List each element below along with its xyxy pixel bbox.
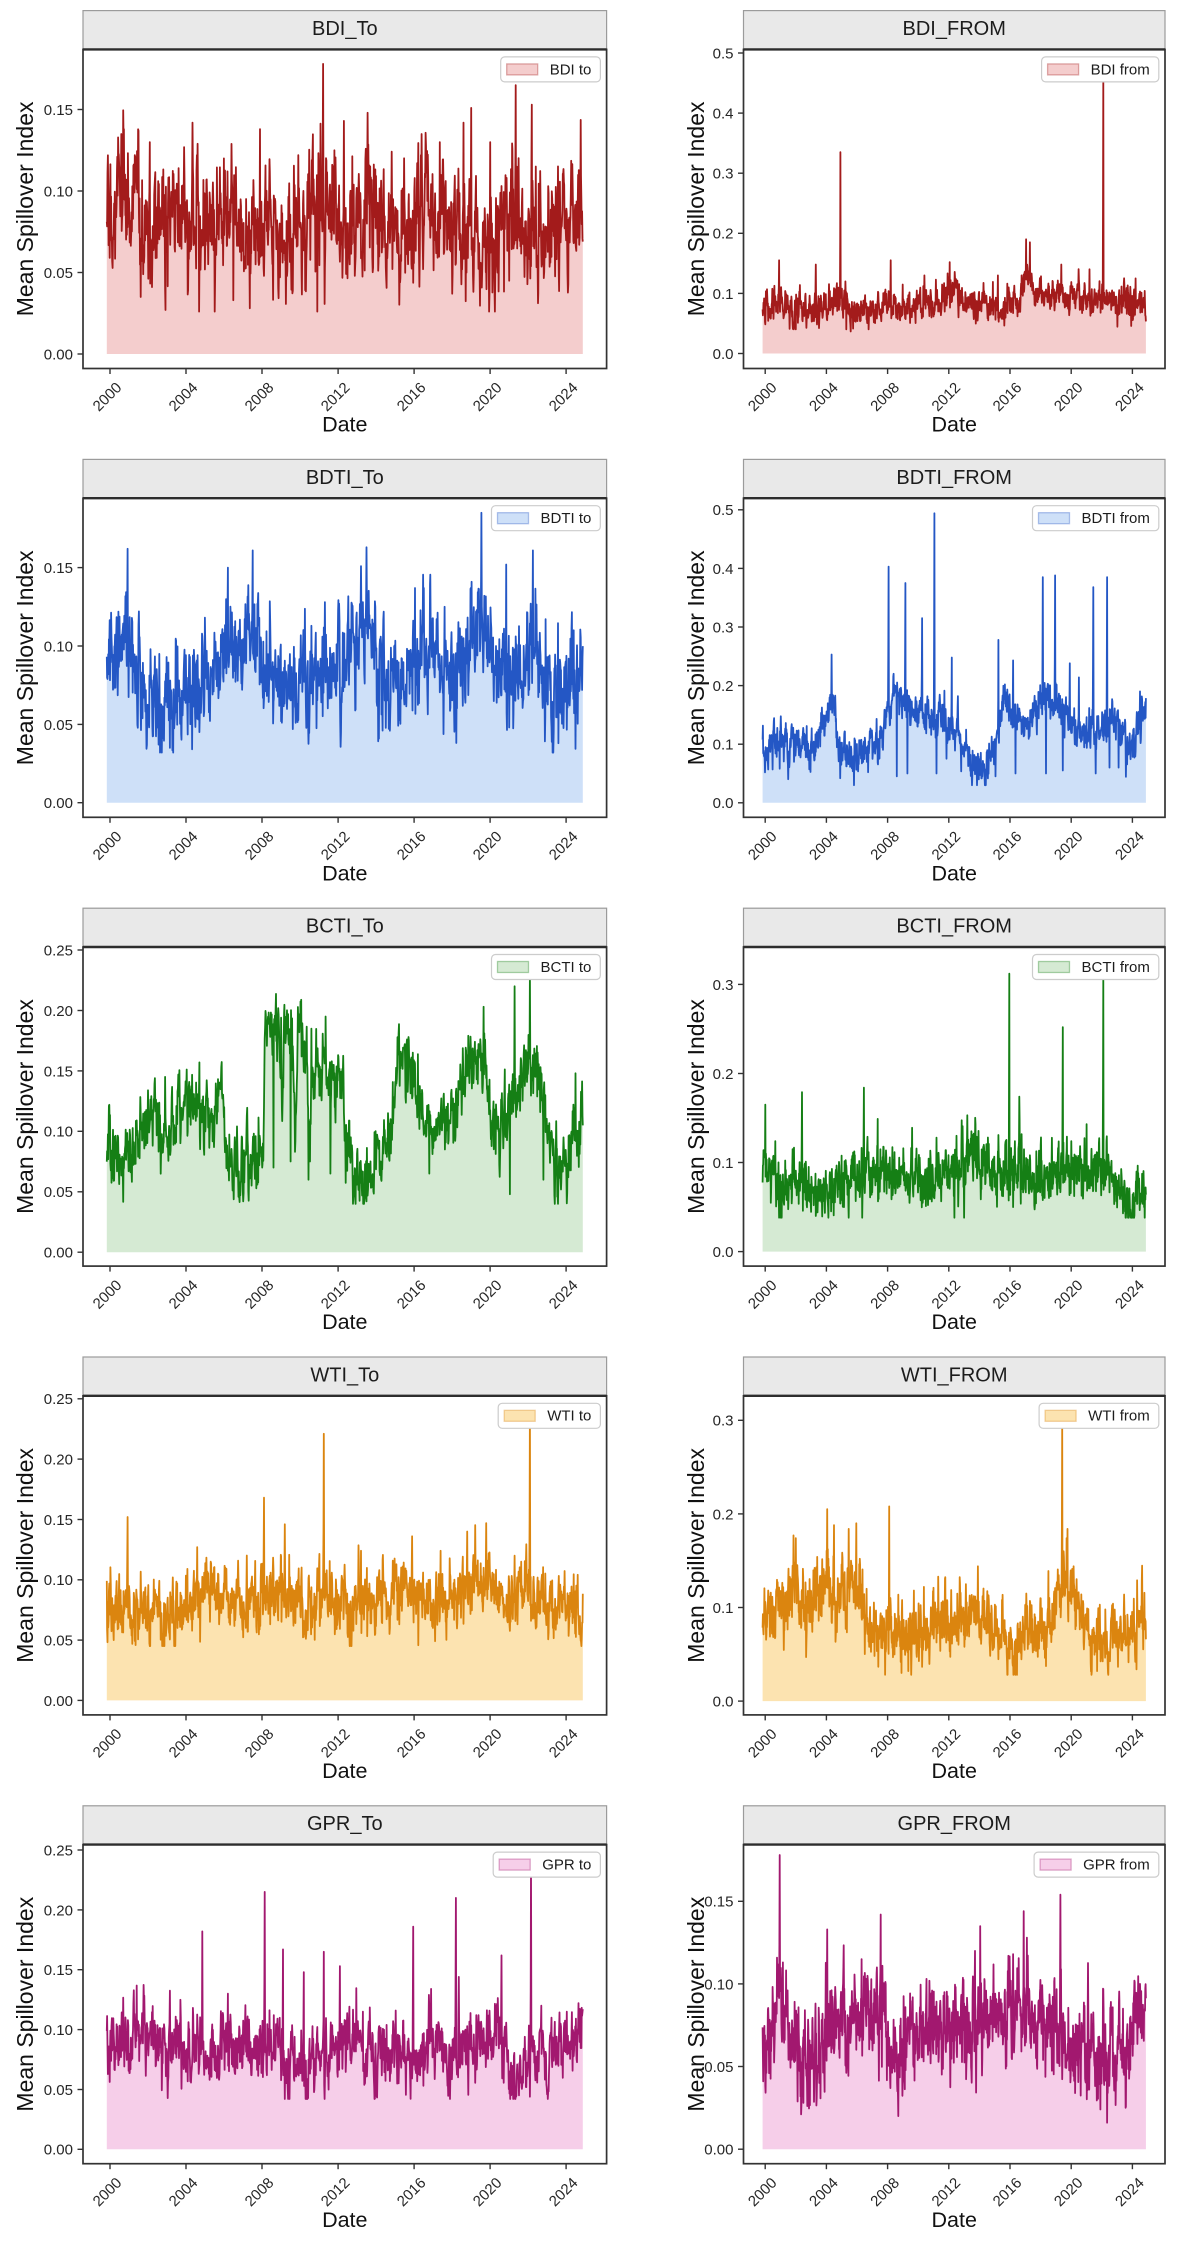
svg-text:0.10: 0.10: [44, 1572, 73, 1589]
svg-text:0.1: 0.1: [713, 737, 734, 754]
svg-text:WTI_To: WTI_To: [310, 1364, 379, 1386]
svg-text:WTI to: WTI to: [547, 1408, 591, 1425]
svg-text:0.3: 0.3: [713, 977, 734, 994]
svg-text:0.15: 0.15: [44, 102, 73, 119]
svg-text:0.00: 0.00: [44, 2142, 73, 2159]
svg-text:BCTI from: BCTI from: [1082, 959, 1150, 976]
svg-text:0.25: 0.25: [44, 1391, 73, 1408]
svg-text:0.00: 0.00: [44, 795, 73, 812]
svg-text:BDI from: BDI from: [1091, 61, 1150, 78]
svg-text:GPR_FROM: GPR_FROM: [898, 1813, 1011, 1835]
svg-text:BDI_FROM: BDI_FROM: [903, 18, 1006, 40]
svg-text:0.05: 0.05: [44, 1633, 73, 1650]
svg-text:0.5: 0.5: [713, 502, 734, 519]
svg-text:0.3: 0.3: [713, 619, 734, 636]
svg-text:BCTI_To: BCTI_To: [306, 916, 384, 938]
svg-text:Date: Date: [322, 1310, 367, 1334]
svg-text:0.00: 0.00: [44, 1693, 73, 1710]
svg-text:0.3: 0.3: [713, 1413, 734, 1430]
svg-text:0.00: 0.00: [704, 2142, 733, 2159]
svg-text:BDI_To: BDI_To: [312, 18, 378, 40]
svg-text:Mean Spillover Index: Mean Spillover Index: [683, 101, 709, 316]
svg-text:0.4: 0.4: [713, 561, 734, 578]
svg-text:0.10: 0.10: [44, 2022, 73, 2039]
svg-text:WTI from: WTI from: [1088, 1408, 1150, 1425]
svg-text:0.15: 0.15: [44, 1512, 73, 1529]
svg-text:0.1: 0.1: [713, 286, 734, 303]
svg-text:0.2: 0.2: [713, 1506, 734, 1523]
svg-text:Mean Spillover Index: Mean Spillover Index: [12, 999, 38, 1214]
svg-text:0.10: 0.10: [44, 183, 73, 200]
svg-text:0.05: 0.05: [44, 717, 73, 734]
svg-text:0.2: 0.2: [713, 678, 734, 695]
svg-text:BDTI_FROM: BDTI_FROM: [896, 467, 1012, 489]
svg-text:0.25: 0.25: [44, 1842, 73, 1859]
svg-text:BDTI_To: BDTI_To: [306, 467, 384, 489]
svg-text:0.0: 0.0: [713, 1694, 734, 1711]
svg-text:0.0: 0.0: [713, 1244, 734, 1261]
svg-text:BCTI to: BCTI to: [541, 959, 592, 976]
svg-text:Mean Spillover Index: Mean Spillover Index: [683, 1896, 709, 2111]
svg-text:GPR_To: GPR_To: [307, 1813, 383, 1835]
svg-text:0.05: 0.05: [44, 2082, 73, 2099]
svg-text:0.05: 0.05: [44, 265, 73, 282]
svg-text:0.1: 0.1: [713, 1155, 734, 1172]
svg-text:0.20: 0.20: [44, 1003, 73, 1020]
svg-text:0.05: 0.05: [44, 1184, 73, 1201]
svg-text:Date: Date: [931, 413, 976, 437]
svg-text:0.1: 0.1: [713, 1600, 734, 1617]
svg-text:0.4: 0.4: [713, 106, 734, 123]
svg-text:0.2: 0.2: [713, 1066, 734, 1083]
svg-text:0.15: 0.15: [704, 1894, 733, 1911]
svg-text:Date: Date: [931, 1759, 976, 1783]
svg-text:0.15: 0.15: [44, 1063, 73, 1080]
svg-text:Date: Date: [931, 861, 976, 885]
svg-text:Date: Date: [322, 1759, 367, 1783]
svg-text:0.20: 0.20: [44, 1452, 73, 1469]
svg-text:Mean Spillover Index: Mean Spillover Index: [12, 101, 38, 316]
svg-text:Date: Date: [931, 1310, 976, 1334]
svg-text:0.25: 0.25: [44, 942, 73, 959]
svg-text:0.2: 0.2: [713, 226, 734, 243]
svg-text:GPR to: GPR to: [542, 1857, 591, 1874]
svg-text:0.5: 0.5: [713, 45, 734, 62]
svg-text:0.3: 0.3: [713, 166, 734, 183]
svg-text:0.20: 0.20: [44, 1902, 73, 1919]
svg-text:0.05: 0.05: [704, 2059, 733, 2076]
svg-text:0.10: 0.10: [44, 638, 73, 655]
svg-text:BCTI_FROM: BCTI_FROM: [896, 916, 1012, 938]
svg-text:Mean Spillover Index: Mean Spillover Index: [683, 550, 709, 765]
svg-text:WTI_FROM: WTI_FROM: [901, 1364, 1008, 1386]
svg-text:Date: Date: [322, 413, 367, 437]
svg-text:Mean Spillover Index: Mean Spillover Index: [683, 1448, 709, 1663]
svg-text:Date: Date: [322, 2208, 367, 2232]
svg-text:0.0: 0.0: [713, 795, 734, 812]
svg-text:BDI to: BDI to: [550, 61, 592, 78]
svg-text:Date: Date: [931, 2208, 976, 2232]
svg-text:0.00: 0.00: [44, 1245, 73, 1262]
svg-text:BDTI to: BDTI to: [541, 510, 592, 527]
svg-text:Mean Spillover Index: Mean Spillover Index: [12, 1448, 38, 1663]
svg-text:0.00: 0.00: [44, 346, 73, 363]
svg-text:Mean Spillover Index: Mean Spillover Index: [12, 1896, 38, 2111]
svg-text:GPR from: GPR from: [1083, 1857, 1150, 1874]
svg-text:Mean Spillover Index: Mean Spillover Index: [12, 550, 38, 765]
svg-text:Mean Spillover Index: Mean Spillover Index: [683, 999, 709, 1214]
svg-text:0.15: 0.15: [44, 560, 73, 577]
svg-text:0.0: 0.0: [713, 346, 734, 363]
svg-text:BDTI from: BDTI from: [1082, 510, 1150, 527]
svg-text:0.10: 0.10: [704, 1976, 733, 1993]
svg-text:0.15: 0.15: [44, 1962, 73, 1979]
svg-text:Date: Date: [322, 861, 367, 885]
svg-text:0.10: 0.10: [44, 1124, 73, 1141]
